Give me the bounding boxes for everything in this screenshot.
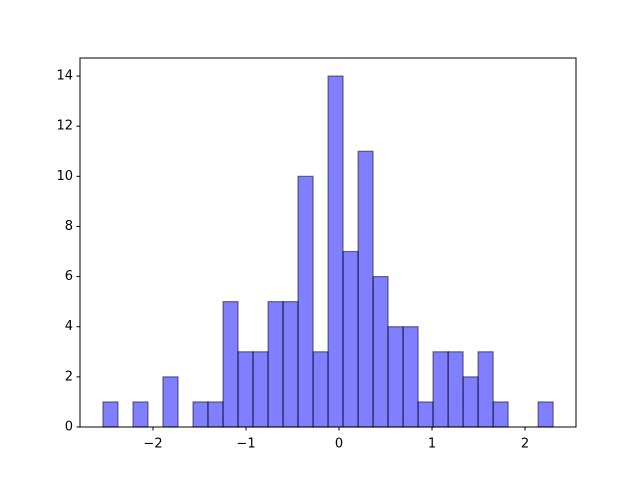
bar <box>192 401 209 428</box>
x-tick-label: −2 <box>143 437 162 452</box>
y-tick-label: 12 <box>56 119 73 134</box>
bar <box>252 351 269 428</box>
bar <box>462 376 479 428</box>
bar <box>312 351 329 428</box>
bar <box>162 376 179 428</box>
bar <box>342 250 359 428</box>
bar <box>132 401 149 428</box>
bar <box>417 401 434 428</box>
x-tick-label: 0 <box>335 437 343 452</box>
bar <box>537 401 554 428</box>
bar <box>492 401 509 428</box>
bar <box>477 351 494 428</box>
bar <box>372 275 389 428</box>
bar <box>402 326 419 428</box>
y-tick-label: 8 <box>65 219 73 234</box>
x-tick-label: 1 <box>428 437 436 452</box>
bar <box>267 301 284 428</box>
bar <box>387 326 404 428</box>
x-tick-label: −1 <box>236 437 255 452</box>
bar <box>357 150 374 428</box>
y-tick-label: 6 <box>65 269 73 284</box>
bar <box>237 351 254 428</box>
y-tick-label: 4 <box>65 319 73 334</box>
axes-frame <box>79 57 577 428</box>
y-tick-label: 10 <box>56 169 73 184</box>
bar <box>222 301 239 428</box>
y-tick-label: 0 <box>65 420 73 435</box>
bar <box>102 401 119 428</box>
bar <box>207 401 224 428</box>
x-tick-label: 2 <box>521 437 529 452</box>
bar <box>297 175 314 428</box>
bar <box>282 301 299 428</box>
y-tick-label: 2 <box>65 369 73 384</box>
bar <box>447 351 464 428</box>
y-tick-label: 14 <box>56 69 73 84</box>
bar <box>432 351 449 428</box>
bar <box>327 75 344 428</box>
